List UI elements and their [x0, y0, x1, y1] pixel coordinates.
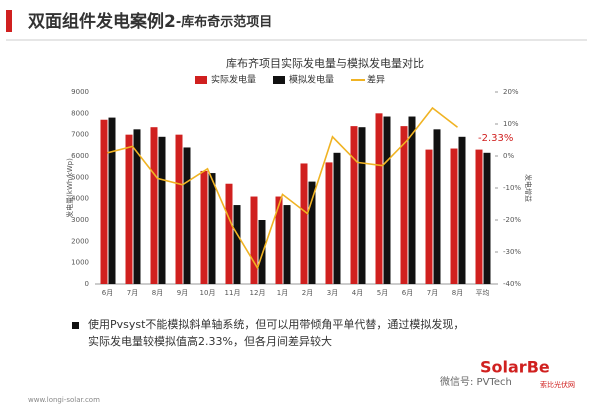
bar	[350, 126, 358, 284]
y-tick-label: 6000	[71, 152, 89, 160]
x-tick-label: 7月	[427, 289, 438, 297]
y2-tick-label: -40%	[503, 280, 521, 288]
slide-title: 双面组件发电案例2-库布奇示范项目	[28, 11, 272, 32]
x-tick-label: 9月	[177, 289, 188, 297]
bar	[375, 113, 383, 284]
watermark-logo: SolarBe	[480, 358, 550, 377]
watermark-sub: 索比光伏网	[540, 380, 575, 389]
y2-tick-label: 20%	[503, 88, 519, 96]
bar	[200, 170, 208, 284]
x-tick-label: 10月	[200, 289, 216, 297]
bullet-line: 使用Pvsyst不能模拟斜单轴系统，但可以用带倾角平单代替，通过模拟发现，	[88, 317, 464, 331]
bullet-mark	[72, 322, 79, 329]
y-tick-label: 3000	[71, 216, 89, 224]
bar	[250, 196, 258, 284]
x-tick-label: 12月	[250, 289, 266, 297]
legend-label: 模拟发电量	[289, 74, 334, 86]
annotation: -2.33%	[478, 133, 513, 144]
y-tick-label: 0	[85, 280, 89, 288]
x-tick-label: 8月	[152, 289, 163, 297]
y2-tick-label: -20%	[503, 216, 521, 224]
y-tick-label: 2000	[71, 237, 89, 245]
bar	[100, 119, 108, 284]
legend-swatch	[273, 76, 285, 84]
bar	[183, 147, 191, 284]
y-tick-label: 8000	[71, 109, 89, 117]
x-tick-label: 平均	[476, 288, 490, 297]
bar	[308, 181, 316, 284]
bar	[483, 152, 491, 284]
y2-tick-label: -10%	[503, 184, 521, 192]
bar	[425, 149, 433, 284]
x-tick-label: 6月	[402, 289, 413, 297]
legend-label: 实际发电量	[211, 74, 256, 86]
y2-tick-label: -30%	[503, 248, 521, 256]
bar	[175, 134, 183, 284]
bar	[233, 205, 241, 284]
bar	[150, 127, 158, 284]
y-tick-label: 1000	[71, 259, 89, 267]
bar	[358, 127, 366, 284]
title-sub: -库布奇示范项目	[176, 14, 272, 30]
y2-axis-label: 发电增益	[524, 174, 533, 202]
x-tick-label: 4月	[352, 289, 363, 297]
bar	[325, 162, 333, 284]
y2-tick-label: 0%	[503, 152, 514, 160]
y2-tick-label: 10%	[503, 120, 519, 128]
x-tick-label: 8月	[452, 289, 463, 297]
bar	[475, 149, 483, 284]
bar	[400, 126, 408, 284]
bar	[275, 196, 283, 284]
x-tick-label: 6月	[102, 289, 113, 297]
y-tick-label: 5000	[71, 173, 89, 181]
y-axis-label: 发电量(kWh/kWp)	[65, 158, 74, 218]
x-tick-label: 11月	[225, 289, 241, 297]
bar	[133, 129, 141, 284]
legend-label: 差异	[367, 74, 385, 86]
title-main: 双面组件发电案例2	[28, 11, 176, 32]
bar	[158, 136, 166, 284]
bar	[108, 117, 116, 284]
y-tick-label: 4000	[71, 195, 89, 203]
x-tick-label: 7月	[127, 289, 138, 297]
x-tick-label: 3月	[327, 289, 338, 297]
bar	[450, 148, 458, 284]
legend-swatch	[195, 76, 207, 84]
title-accent	[6, 10, 12, 32]
bar	[283, 205, 291, 284]
bar	[125, 134, 133, 284]
footer: www.longi-solar.com	[28, 396, 100, 404]
bar	[458, 136, 466, 284]
x-tick-label: 5月	[377, 289, 388, 297]
bar	[408, 116, 416, 285]
bullet-line: 实际发电量较模拟值高2.33%，但各月间差异较大	[88, 334, 332, 348]
bar	[333, 152, 341, 284]
chart-title: 库布齐项目实际发电量与模拟发电量对比	[226, 56, 424, 70]
bar	[258, 220, 266, 284]
bar	[300, 163, 308, 284]
bar	[433, 129, 441, 284]
x-tick-label: 1月	[277, 289, 288, 297]
diff-line	[107, 106, 458, 270]
watermark: 微信号: PVTech	[440, 375, 512, 388]
y-tick-label: 9000	[71, 88, 89, 96]
bar	[383, 116, 391, 285]
y-tick-label: 7000	[71, 131, 89, 139]
bar	[225, 183, 233, 284]
x-tick-label: 2月	[302, 289, 313, 297]
bar	[208, 173, 216, 284]
